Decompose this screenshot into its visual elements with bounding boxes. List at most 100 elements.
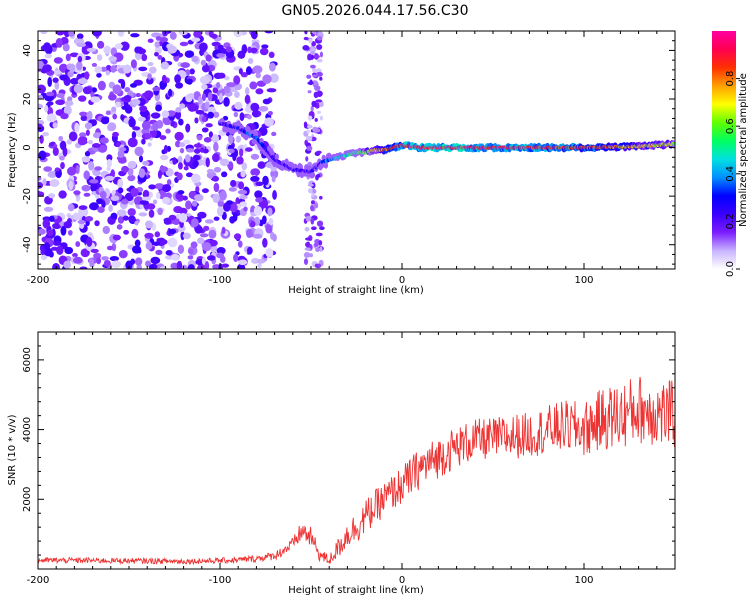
spectrogram-cell [119,147,127,152]
spectrogram-cell [125,260,133,269]
spectrogram-cell [131,245,142,254]
spectrogram-cell [43,206,54,212]
spectrogram-cell [127,174,136,182]
spectrogram-cell [212,153,220,163]
spectrogram-cell [79,266,88,269]
spectrogram-cell [130,187,139,197]
spectrogram-cell [239,201,248,207]
spectrogram-cell [179,142,186,148]
spectrogram-cell [91,143,101,148]
spectrogram-cell [187,264,195,269]
spectrogram-cell [73,190,81,196]
spectrogram-cell [148,184,156,190]
spectrogram-cell [212,193,220,204]
spectrogram-cell [78,205,88,210]
spectrogram-cell [305,215,312,222]
spectrogram-cell [142,189,150,199]
spectrogram-cell [96,40,105,49]
spectrogram-cell [316,44,323,50]
spectrogram-cell [103,259,111,267]
spectrogram-cell [180,231,185,241]
spectrogram-cell [55,31,65,36]
spectrogram-cell [271,175,276,183]
spectrogram-cell [309,79,313,86]
spectrogram-cell [118,78,125,84]
spectrogram-cell [306,74,312,79]
spectrogram-cell [233,75,241,85]
spectrogram-cell [108,56,117,62]
spectrogram-cell [167,237,178,248]
spectrogram-cell [304,247,311,251]
spectrogram-cell [309,47,317,52]
spectrogram-cell [197,237,205,244]
spectrogram-cell [155,249,163,256]
spectrogram-cell [110,195,120,202]
spectrogram-cell [52,77,59,83]
spectrogram-cell [145,220,154,229]
spectrogram-cell [176,260,183,269]
spectrogram-cell [246,114,252,120]
spectrogram-cell [157,207,163,216]
snr-x-label: Height of straight line (km) [288,585,424,596]
spectrogram-cell [234,101,243,110]
spectrogram-cell [247,57,254,64]
spectrogram-cell [38,150,47,161]
spectrogram-cell [306,129,310,135]
spectrogram-cell [226,200,233,205]
spectrogram-cell [213,141,219,152]
spectrogram-cell [81,184,91,192]
colorbar: 0.0 0.2 0.4 0.6 0.8 Normalized spectral ampl… [712,31,749,277]
spectrogram-cell [154,231,161,238]
spectrogram-cell [303,36,309,41]
colorbar-gradient [712,31,736,269]
spectrogram-cell [307,188,313,194]
spectrogram-cell [185,123,191,133]
spectrogram-cell [193,31,202,38]
spectrogram-cell [250,47,258,54]
spectrogram-cell [267,111,273,116]
spectrogram-cell [118,157,127,164]
spectrogram-cell [94,220,100,227]
spectrogram-cell [121,165,129,173]
spectrogram-cell [147,61,154,67]
spectrogram-cell [250,175,260,182]
spectrogram-cell [81,156,91,163]
spectrogram-cell [213,111,220,118]
spectrogram-cell [316,220,324,227]
spectrogram-cell [48,215,55,222]
spectrogram-cell [213,216,220,221]
spectrogram-cell [106,158,112,168]
spectrogram-marks [38,31,675,269]
snr-panel: -200 -100 0 100 2000 4000 6000 Height of strai… [7,331,676,596]
spectrogram-cell [60,113,69,120]
spectrogram-cell [308,38,313,44]
spectrogram-cell [205,54,212,62]
spectrogram-cell [60,225,67,236]
spectrogram-cell [256,259,266,264]
spectrogram-cell [302,45,310,51]
spectrogram-cell [311,100,317,107]
spectrogram-cell [255,88,264,95]
colorbar-label: Normalized spectral amplitude [738,73,749,227]
spectrogram-cell [63,105,72,116]
snr-x-tick-label: 100 [574,575,593,586]
snr-marks [38,376,675,566]
spectrogram-cell [93,252,102,260]
colorbar-tick-label: 0.6 [725,118,736,134]
spectrogram-cell [145,241,153,250]
spectrogram-cell [252,65,263,74]
spectrogram-ridge-halo [296,170,301,178]
spectrogram-cell [212,87,219,94]
spectrogram-cell [201,93,206,102]
spectrogram-cell [307,183,314,187]
spectrogram-ridge-halo [323,162,329,169]
spectrogram-cell [89,179,99,184]
spectrogram-cell [211,134,220,144]
spectrogram-cell [304,226,310,232]
spectrogram-cell [221,226,226,235]
spectrogram-cell [104,175,115,181]
spectrogram-cell [72,212,81,221]
spectrogram-cell [183,165,189,171]
spectrogram-cell [270,169,279,179]
